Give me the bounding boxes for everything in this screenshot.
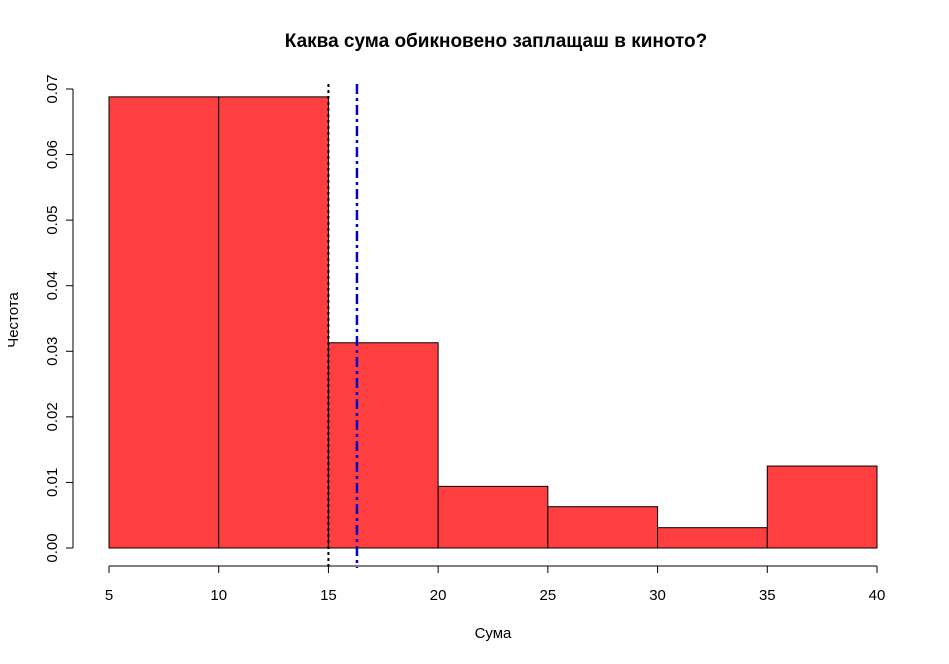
histogram-bar-1: [108, 96, 220, 549]
y-tick-label: 0.00: [44, 533, 61, 562]
x-tick-label: 35: [759, 587, 776, 604]
x-tick-label: 40: [869, 587, 886, 604]
histogram-bar-5: [547, 506, 659, 549]
y-tick-label: 0.02: [44, 402, 61, 431]
y-axis: 0.00 0.01 0.02 0.03 0.04 0.05 0.06 0.07: [44, 74, 74, 563]
x-tick-label: 5: [105, 587, 113, 604]
y-tick-label: 0.06: [44, 140, 61, 169]
x-tick-label: 15: [320, 587, 337, 604]
x-axis: 5 10 15 20 25 30 35 40: [105, 565, 886, 604]
chart-title: Каква сума обикновено заплащаш в киното?: [285, 31, 708, 52]
x-tick-label: 10: [210, 587, 227, 604]
y-tick-label: 0.03: [44, 337, 61, 366]
y-tick-label: 0.01: [44, 468, 61, 497]
y-tick-label: 0.05: [44, 206, 61, 235]
x-axis-label: Сума: [475, 625, 512, 642]
histogram-bar-7: [766, 465, 878, 549]
y-tick-label: 0.07: [44, 74, 61, 103]
bars-layer: [108, 96, 878, 549]
x-tick-label: 20: [430, 587, 447, 604]
y-axis-label: Честота: [5, 292, 22, 348]
histogram-bar-6: [657, 527, 768, 549]
x-tick-label: 30: [649, 587, 666, 604]
y-tick-label: 0.04: [44, 271, 61, 300]
histogram-bar-3: [327, 342, 439, 549]
reference-lines-layer: [327, 84, 359, 568]
histogram-bar-4: [437, 485, 549, 549]
x-tick-label: 25: [540, 587, 557, 604]
histogram-bar-2: [218, 96, 329, 549]
